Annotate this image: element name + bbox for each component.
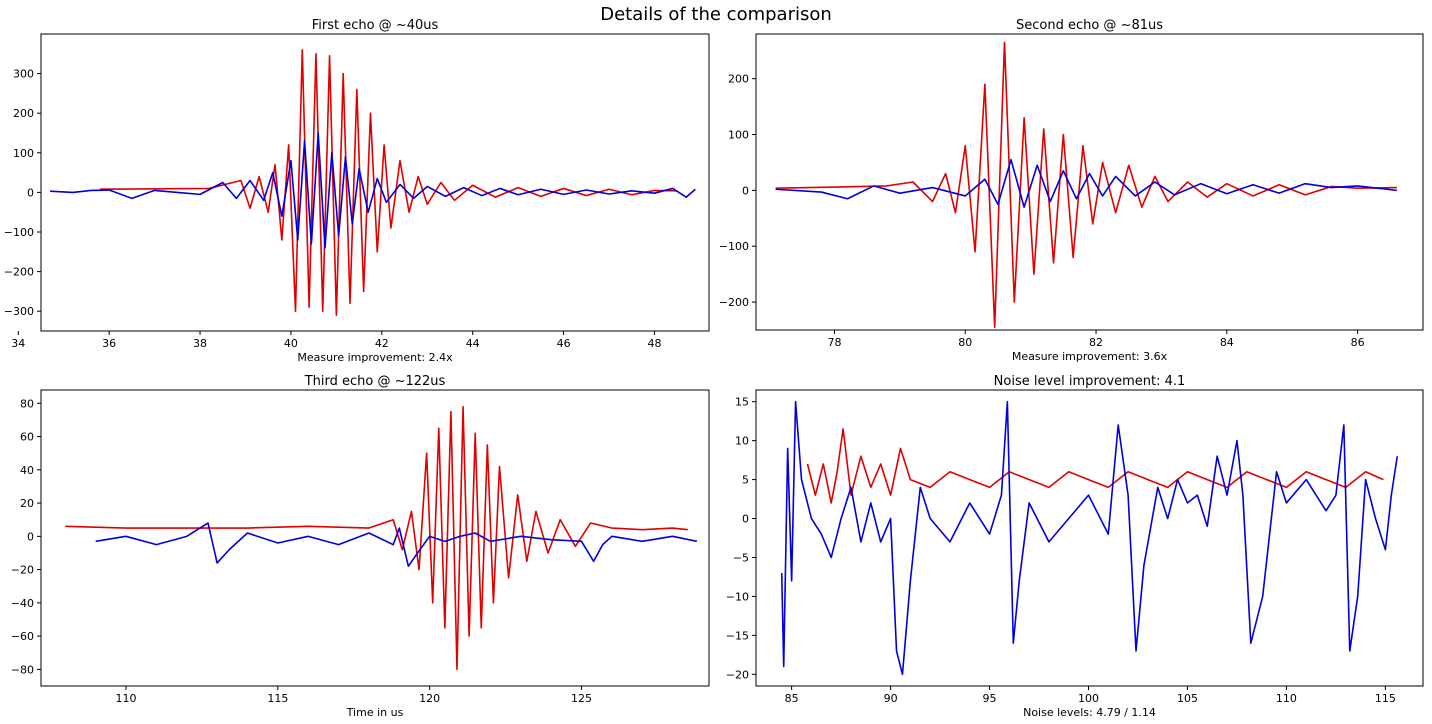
x-axis-label: Time in us [346, 706, 404, 719]
x-tick-label: 100 [1078, 692, 1099, 705]
figure-title: Details of the comparison [600, 4, 832, 25]
y-tick-label: −10 [726, 590, 749, 603]
series-line-red [775, 41, 1397, 329]
y-tick-label: −15 [726, 629, 749, 642]
x-tick-label: 42 [375, 337, 389, 350]
y-tick-label: −100 [4, 226, 34, 239]
subplot-2: 78 80 82 84 86 −200 −100 0 100 200 Second echo @ ~… [719, 18, 1424, 363]
series-line-blue [775, 158, 1397, 208]
y-tick-label: 200 [728, 73, 749, 86]
y-tick-label: 20 [20, 497, 34, 510]
series-line-blue [780, 400, 1399, 676]
x-tick-label: 40 [284, 337, 298, 350]
x-tick-label: 34 [11, 337, 25, 350]
x-tick-label: 120 [419, 692, 440, 705]
y-tick-label: −100 [719, 240, 749, 253]
series-line-blue [50, 132, 696, 249]
plot-frame [755, 33, 1424, 331]
x-tick-label: 38 [193, 337, 207, 350]
x-axis-label: Noise levels: 4.79 / 1.14 [1023, 706, 1156, 719]
x-tick-label: 48 [647, 337, 661, 350]
y-tick-label: 0 [27, 186, 34, 199]
subplot-3: 110 115 120 125 −80 −60 −40 −20 0 20 40 60 80 Third e… [11, 374, 710, 719]
x-tick-label: 125 [571, 692, 592, 705]
x-axis-label: Measure improvement: 3.6x [1012, 350, 1168, 363]
y-tick-label: 10 [735, 435, 749, 448]
series-line-red [65, 405, 688, 671]
x-tick-label: 86 [1351, 336, 1365, 349]
y-tick-label: −80 [11, 663, 34, 676]
y-tick-label: 100 [13, 147, 34, 160]
y-tick-label: −20 [11, 564, 34, 577]
x-tick-label: 46 [557, 337, 571, 350]
series-line-blue [95, 522, 698, 568]
y-tick-label: 0 [742, 184, 749, 197]
series-line-red [806, 428, 1384, 504]
y-tick-label: −300 [4, 305, 34, 318]
x-axis-label: Measure improvement: 2.4x [297, 351, 453, 364]
subplot-title: First echo @ ~40us [312, 18, 439, 33]
y-tick-label: 40 [20, 464, 34, 477]
subplot-title: Noise level improvement: 4.1 [994, 374, 1186, 389]
plot-frame [755, 389, 1424, 687]
plot-frame [40, 389, 710, 687]
y-tick-label: −60 [11, 630, 34, 643]
y-tick-label: −200 [4, 266, 34, 279]
y-tick-label: 15 [735, 396, 749, 409]
x-tick-label: 95 [983, 692, 997, 705]
plot-frame [40, 33, 710, 332]
x-tick-label: 115 [1375, 692, 1396, 705]
x-tick-label: 110 [116, 692, 137, 705]
y-tick-label: 300 [13, 68, 34, 81]
x-tick-label: 85 [785, 692, 799, 705]
subplot-4: 85 90 95 100 105 110 115 −20 −15 −10 −5 0 5 10 15 Noise… [726, 374, 1424, 719]
y-tick-label: 0 [27, 530, 34, 543]
y-tick-label: 100 [728, 129, 749, 142]
subplot-1: 34 36 38 40 42 44 46 48 −300 −200 −100 0 100 200 300 Fi… [4, 18, 710, 364]
y-tick-label: 0 [742, 513, 749, 526]
x-tick-label: 78 [827, 336, 841, 349]
y-tick-label: −40 [11, 597, 34, 610]
y-tick-label: −20 [726, 668, 749, 681]
x-tick-label: 90 [884, 692, 898, 705]
y-tick-label: 60 [20, 431, 34, 444]
subplot-title: Second echo @ ~81us [1016, 18, 1163, 33]
x-tick-label: 84 [1220, 336, 1234, 349]
x-tick-label: 80 [958, 336, 972, 349]
series-line-red [100, 49, 678, 316]
y-tick-label: −5 [733, 551, 749, 564]
x-tick-label: 115 [267, 692, 288, 705]
y-tick-label: 5 [742, 474, 749, 487]
x-tick-label: 110 [1276, 692, 1297, 705]
y-tick-label: −200 [719, 296, 749, 309]
subplot-title: Third echo @ ~122us [304, 374, 446, 389]
y-tick-label: 200 [13, 107, 34, 120]
x-tick-label: 36 [102, 337, 116, 350]
x-tick-label: 44 [466, 337, 480, 350]
x-tick-label: 82 [1089, 336, 1103, 349]
y-tick-label: 80 [20, 397, 34, 410]
x-tick-label: 105 [1177, 692, 1198, 705]
